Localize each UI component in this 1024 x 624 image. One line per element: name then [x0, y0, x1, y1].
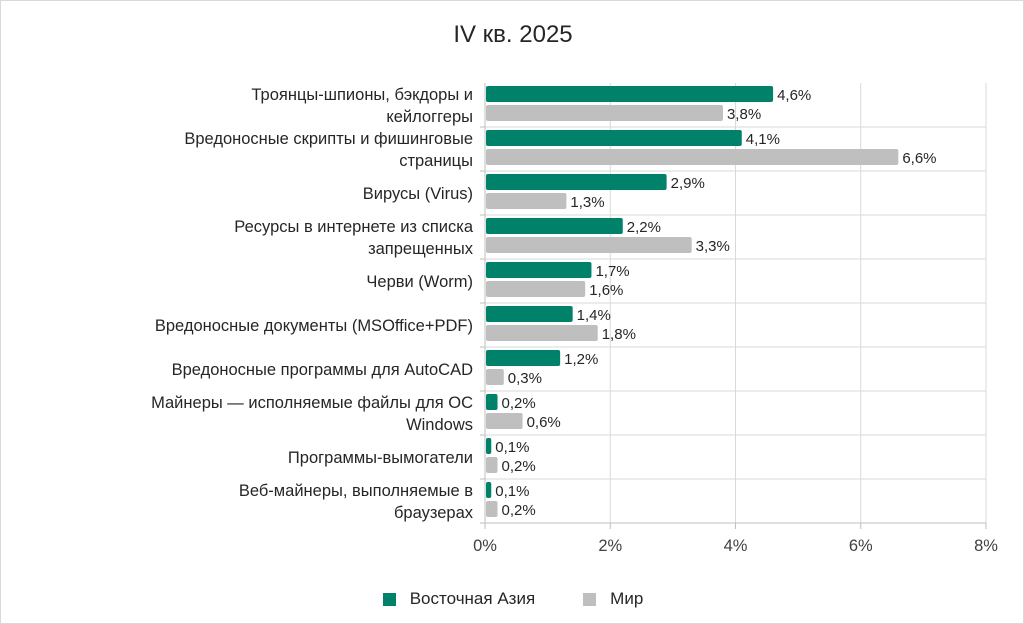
data-label: 0,2%: [502, 502, 536, 519]
data-label: 1,2%: [564, 351, 598, 368]
bar-east-asia: [486, 482, 492, 498]
category-label: Вредоносные программы для AutoCAD: [172, 361, 473, 379]
data-label: 1,4%: [577, 307, 611, 324]
x-tick-label: 8%: [974, 537, 998, 555]
legend-item-world: Мир: [583, 589, 643, 609]
bar-world: [486, 237, 692, 253]
legend-swatch-east-asia: [382, 592, 396, 606]
data-label: 0,3%: [508, 370, 542, 387]
category-label: Черви (Worm): [366, 273, 473, 291]
category-label: Майнеры — исполняемые файлы для ОС: [151, 394, 473, 412]
legend-item-east-asia: Восточная Азия: [382, 589, 536, 609]
data-label: 0,6%: [527, 414, 561, 431]
x-tick-label: 6%: [849, 537, 873, 555]
category-label: Троянцы-шпионы, бэкдоры и: [251, 86, 473, 104]
legend: Восточная Азия Мир: [1, 589, 1023, 609]
bar-world: [486, 105, 723, 121]
bar-east-asia: [486, 218, 623, 234]
bar-east-asia: [486, 394, 498, 410]
category-label: Ресурсы в интернете из списка: [234, 218, 474, 236]
category-label: Веб-майнеры, выполняемые в: [239, 482, 473, 500]
bar-east-asia: [486, 306, 573, 322]
data-label: 1,7%: [595, 263, 629, 280]
bar-world: [486, 457, 498, 473]
category-label: браузерах: [394, 504, 474, 522]
data-label: 2,2%: [627, 219, 661, 236]
bar-east-asia: [486, 86, 774, 102]
x-tick-label: 4%: [724, 537, 748, 555]
data-label: 6,6%: [902, 150, 936, 167]
category-label: Программы-вымогатели: [288, 449, 473, 467]
category-label: Вирусы (Virus): [363, 185, 473, 203]
data-label: 1,6%: [589, 282, 623, 299]
data-label: 1,8%: [602, 326, 636, 343]
bar-world: [486, 281, 586, 297]
bar-east-asia: [486, 262, 592, 278]
bar-world: [486, 501, 498, 517]
data-label: 3,3%: [696, 238, 730, 255]
category-label: кейлоггеры: [386, 108, 473, 126]
bar-world: [486, 193, 567, 209]
data-label: 4,1%: [746, 131, 780, 148]
bar-east-asia: [486, 350, 561, 366]
bar-east-asia: [486, 174, 667, 190]
category-label: Вредоносные документы (MSOffice+PDF): [155, 317, 473, 335]
legend-label: Мир: [610, 589, 644, 608]
bar-world: [486, 325, 598, 341]
data-label: 0,2%: [502, 458, 536, 475]
legend-label: Восточная Азия: [409, 589, 536, 608]
category-label: запрещенных: [368, 240, 474, 258]
data-label: 0,2%: [502, 395, 536, 412]
data-label: 3,8%: [727, 106, 761, 123]
data-label: 0,1%: [495, 483, 529, 500]
data-label: 4,6%: [777, 87, 811, 104]
data-label: 1,3%: [570, 194, 604, 211]
category-label: Вредоносные скрипты и фишинговые: [184, 130, 473, 148]
category-label: Windows: [406, 416, 473, 434]
x-tick-label: 0%: [473, 537, 497, 555]
x-tick-label: 2%: [598, 537, 622, 555]
bar-world: [486, 149, 899, 165]
legend-swatch-world: [583, 592, 597, 606]
data-label: 2,9%: [671, 175, 705, 192]
chart-title: IV кв. 2025: [453, 21, 573, 48]
data-label: 0,1%: [495, 439, 529, 456]
bar-east-asia: [486, 130, 742, 146]
bar-world: [486, 369, 504, 385]
bar-east-asia: [486, 438, 492, 454]
category-label: страницы: [399, 152, 473, 170]
bar-world: [486, 413, 523, 429]
